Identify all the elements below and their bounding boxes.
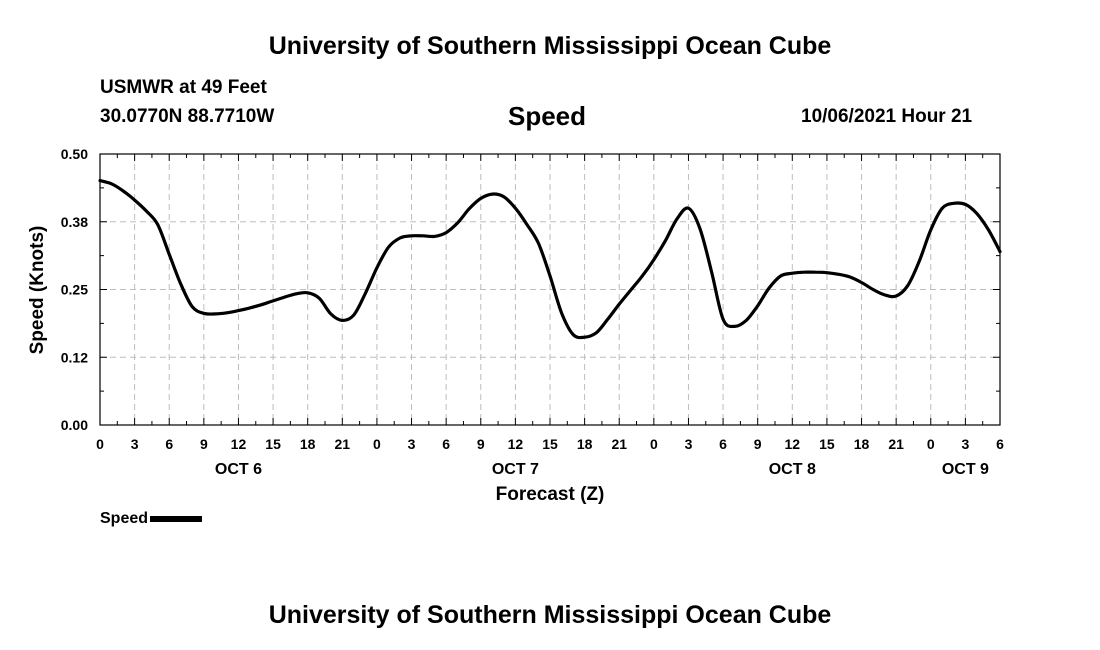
date-labels: OCT 6 OCT 7 OCT 8 OCT 9 — [215, 461, 989, 478]
x-tick-label: 18 — [577, 436, 593, 452]
date-label: OCT 9 — [942, 461, 989, 478]
x-tick-label: 6 — [442, 436, 450, 452]
x-tick-label: 15 — [265, 436, 281, 452]
x-tick-label: 6 — [165, 436, 173, 452]
legend: Speed — [100, 510, 203, 528]
bottom-title: University of Southern Mississippi Ocean… — [268, 601, 832, 629]
grid-lines — [100, 154, 1000, 425]
x-tick-label: 9 — [200, 436, 208, 452]
x-tick-label: 3 — [961, 436, 969, 452]
top-title: University of Southern Mississippi Ocean… — [268, 32, 832, 60]
x-tick-label: 3 — [685, 436, 693, 452]
date-label: OCT 7 — [492, 461, 539, 478]
x-tick-label: 12 — [785, 436, 801, 452]
coordinates-label: 30.0770N 88.7710W — [100, 106, 275, 127]
x-tick-label: 9 — [754, 436, 762, 452]
x-tick-label: 0 — [373, 436, 381, 452]
legend-line-swatch — [150, 515, 203, 522]
x-tick-label: 21 — [611, 436, 627, 452]
datetime-label: 10/06/2021 Hour 21 — [801, 106, 973, 127]
x-tick-label: 21 — [888, 436, 904, 452]
chart-title: Speed — [508, 101, 587, 131]
x-tick-label: 18 — [854, 436, 870, 452]
x-axis-label: Forecast (Z) — [496, 484, 605, 505]
legend-label: Speed — [100, 510, 149, 527]
y-tick-label: 0.12 — [61, 349, 88, 365]
x-tick-label: 6 — [719, 436, 727, 452]
y-tick-label: 0.25 — [61, 282, 88, 298]
x-tick-labels: 0 3 6 9 12 15 18 21 0 3 6 9 12 15 18 21 0 3 6 9 12 15 18 21 0 3 6 — [96, 436, 1004, 452]
x-tick-label: 6 — [996, 436, 1004, 452]
axis-ticks — [99, 153, 1001, 426]
y-tick-labels: 0.00 0.12 0.25 0.38 0.50 — [61, 146, 88, 433]
x-tick-label: 15 — [542, 436, 558, 452]
station-label: USMWR at 49 Feet — [100, 77, 267, 98]
x-tick-label: 3 — [408, 436, 416, 452]
speed-series-line — [98, 179, 1002, 340]
y-tick-label: 0.50 — [61, 146, 88, 162]
x-tick-label: 0 — [650, 436, 658, 452]
date-label: OCT 8 — [769, 461, 816, 478]
x-tick-label: 12 — [508, 436, 524, 452]
speed-line-chart: 0 3 6 9 12 15 18 21 0 3 6 9 12 15 18 21 0 3 6 9 12 15 18 21 0 3 6 … — [27, 146, 1004, 505]
x-tick-label: 21 — [335, 436, 351, 452]
x-tick-label: 9 — [477, 436, 485, 452]
x-tick-label: 18 — [300, 436, 316, 452]
x-tick-label: 0 — [927, 436, 935, 452]
x-tick-label: 12 — [231, 436, 247, 452]
x-tick-label: 0 — [96, 436, 104, 452]
y-tick-label: 0.00 — [61, 417, 88, 433]
y-axis-label: Speed (Knots) — [27, 226, 48, 355]
x-tick-label: 15 — [819, 436, 835, 452]
x-tick-label: 3 — [131, 436, 139, 452]
date-label: OCT 6 — [215, 461, 262, 478]
y-tick-label: 0.38 — [61, 214, 88, 230]
